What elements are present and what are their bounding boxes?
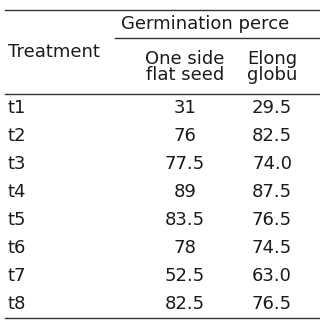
Text: 52.5: 52.5 (165, 267, 205, 285)
Text: 74.0: 74.0 (252, 155, 292, 173)
Text: One side: One side (145, 50, 225, 68)
Text: 76: 76 (173, 127, 196, 145)
Text: 63.0: 63.0 (252, 267, 292, 285)
Text: 87.5: 87.5 (252, 183, 292, 201)
Text: 77.5: 77.5 (165, 155, 205, 173)
Text: Elong: Elong (247, 50, 297, 68)
Text: t7: t7 (8, 267, 27, 285)
Text: Treatment: Treatment (8, 43, 100, 61)
Text: flat seed: flat seed (146, 66, 224, 84)
Text: 76.5: 76.5 (252, 211, 292, 229)
Text: 82.5: 82.5 (252, 127, 292, 145)
Text: 82.5: 82.5 (165, 295, 205, 313)
Text: 83.5: 83.5 (165, 211, 205, 229)
Text: 31: 31 (173, 99, 196, 117)
Text: 78: 78 (173, 239, 196, 257)
Text: t3: t3 (8, 155, 27, 173)
Text: t1: t1 (8, 99, 26, 117)
Text: t6: t6 (8, 239, 26, 257)
Text: 29.5: 29.5 (252, 99, 292, 117)
Text: Germination perce: Germination perce (121, 15, 289, 33)
Text: t8: t8 (8, 295, 26, 313)
Text: 76.5: 76.5 (252, 295, 292, 313)
Text: t2: t2 (8, 127, 27, 145)
Text: t4: t4 (8, 183, 27, 201)
Text: globu: globu (247, 66, 297, 84)
Text: 74.5: 74.5 (252, 239, 292, 257)
Text: t5: t5 (8, 211, 27, 229)
Text: 89: 89 (173, 183, 196, 201)
